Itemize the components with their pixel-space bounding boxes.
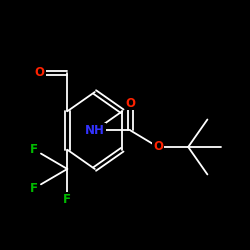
Text: F: F <box>30 182 38 195</box>
Text: F: F <box>30 143 38 156</box>
Text: O: O <box>35 66 45 79</box>
Text: O: O <box>153 140 163 153</box>
Text: F: F <box>63 193 71 206</box>
Text: NH: NH <box>85 124 105 137</box>
Text: O: O <box>126 96 136 110</box>
